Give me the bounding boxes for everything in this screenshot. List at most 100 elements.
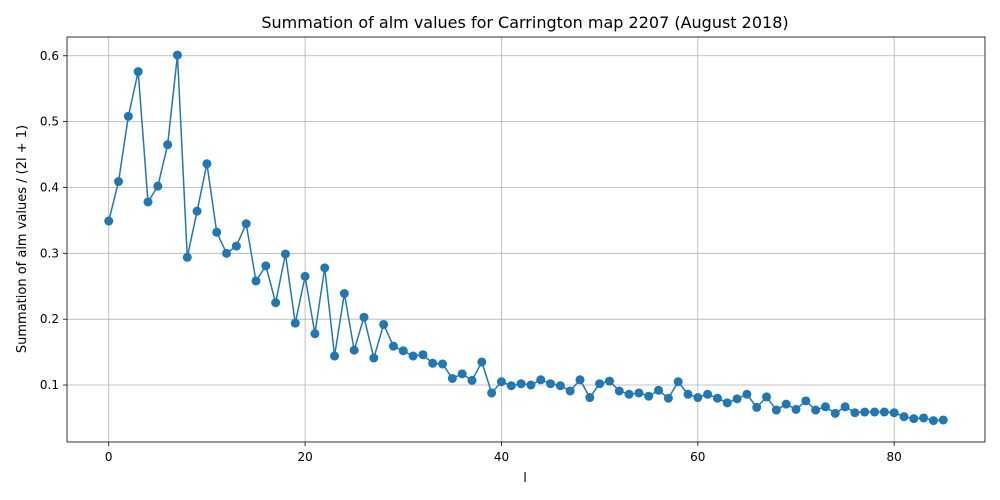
data-point <box>271 298 281 308</box>
data-point <box>123 111 133 121</box>
data-point <box>683 389 693 399</box>
data-point <box>870 407 880 417</box>
data-point <box>133 67 143 77</box>
data-point <box>330 351 340 361</box>
data-point <box>820 402 830 412</box>
data-point <box>585 393 595 403</box>
data-point <box>526 380 536 390</box>
data-point <box>280 249 290 259</box>
data-point <box>379 319 389 329</box>
data-point <box>428 358 438 368</box>
data-point <box>182 252 192 262</box>
data-point <box>889 408 899 418</box>
data-point <box>712 393 722 403</box>
data-point <box>506 381 516 391</box>
x-tick-label: 60 <box>690 450 705 464</box>
data-point <box>693 393 703 403</box>
data-point <box>840 402 850 412</box>
x-tick-label: 0 <box>105 450 113 464</box>
data-point <box>477 357 487 367</box>
data-point <box>762 392 772 402</box>
data-point <box>487 388 497 398</box>
data-point <box>673 377 683 387</box>
y-tick-label: 0.2 <box>40 312 59 326</box>
data-point <box>595 379 605 389</box>
data-point <box>388 341 398 351</box>
y-tick-label: 0.1 <box>40 378 59 392</box>
data-point <box>202 159 212 169</box>
data-point <box>241 219 251 229</box>
data-point <box>290 318 300 328</box>
data-point <box>860 407 870 417</box>
data-point <box>752 402 762 412</box>
x-tick-label: 80 <box>887 450 902 464</box>
data-point <box>261 261 271 271</box>
data-point <box>369 353 379 363</box>
data-point <box>153 181 163 191</box>
data-point <box>928 416 938 426</box>
data-point <box>703 389 713 399</box>
data-point <box>359 312 369 322</box>
y-tick-label: 0.5 <box>40 115 59 129</box>
data-point <box>899 412 909 422</box>
data-point <box>418 350 428 360</box>
data-point <box>114 177 124 187</box>
data-point <box>163 140 173 150</box>
data-point <box>909 414 919 424</box>
data-point <box>320 263 330 273</box>
data-point <box>555 381 565 391</box>
x-axis-ticks: 0 20 40 60 80 <box>105 442 902 464</box>
data-point <box>408 351 418 361</box>
data-point <box>850 408 860 418</box>
x-tick-label: 40 <box>494 450 509 464</box>
data-point <box>732 394 742 404</box>
data-point <box>457 369 467 379</box>
data-point <box>447 373 457 383</box>
y-axis-ticks: 0.1 0.2 0.3 0.4 0.5 0.6 <box>40 49 67 392</box>
data-point <box>614 386 624 396</box>
data-point <box>536 375 546 385</box>
data-point <box>722 398 732 408</box>
data-point <box>310 329 320 339</box>
data-point <box>516 379 526 389</box>
data-point <box>438 359 448 369</box>
data-point <box>634 388 644 398</box>
x-axis-label: l <box>523 471 527 486</box>
y-tick-label: 0.6 <box>40 49 59 63</box>
data-point <box>811 405 821 415</box>
y-axis-label: Summation of alm values / (2l + 1) <box>15 125 30 353</box>
data-point <box>546 379 556 389</box>
data-point <box>143 197 153 207</box>
data-point <box>801 396 811 406</box>
data-point <box>919 413 929 423</box>
data-point <box>791 404 801 414</box>
data-point <box>212 227 222 237</box>
data-point <box>771 405 781 415</box>
data-point <box>172 50 182 60</box>
data-point <box>624 389 634 399</box>
data-point <box>644 391 654 401</box>
chart-title: Summation of alm values for Carrington m… <box>261 13 788 32</box>
data-point <box>104 216 114 226</box>
plot-frame <box>66 36 986 443</box>
data-point <box>467 375 477 385</box>
data-points <box>104 50 948 426</box>
data-point <box>349 345 359 355</box>
data-point <box>830 408 840 418</box>
data-point <box>663 393 673 403</box>
data-point <box>938 415 948 425</box>
data-point <box>604 376 614 386</box>
data-point <box>742 389 752 399</box>
data-point <box>222 248 232 258</box>
x-tick-label: 20 <box>297 450 312 464</box>
data-point <box>654 385 664 395</box>
data-point <box>339 289 349 298</box>
data-point <box>398 346 408 356</box>
data-point <box>879 407 889 417</box>
data-point <box>575 375 585 385</box>
y-tick-label: 0.4 <box>40 180 59 194</box>
data-point <box>496 377 506 387</box>
data-point <box>231 241 241 251</box>
